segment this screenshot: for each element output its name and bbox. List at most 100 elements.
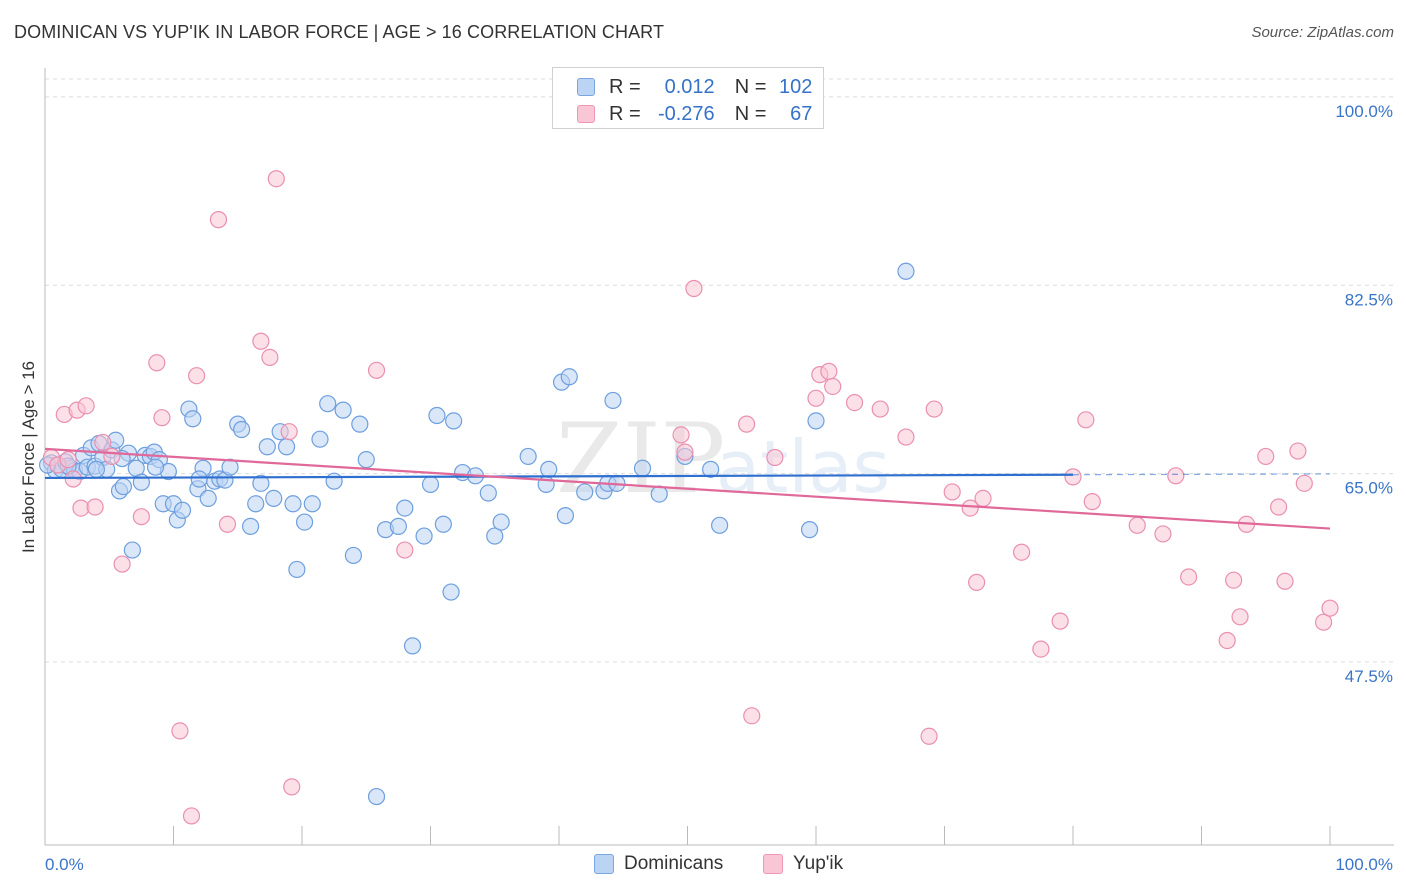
yupik-point[interactable] [113, 555, 131, 573]
dominicans-point[interactable] [114, 477, 132, 496]
dominicans-point[interactable] [344, 546, 362, 565]
yupik-point[interactable] [676, 443, 694, 461]
dominicans-point[interactable] [87, 460, 106, 478]
yupik-point[interactable] [845, 394, 864, 412]
dominicans-point[interactable] [415, 527, 433, 545]
dominicans-point[interactable] [396, 499, 414, 517]
dominicans-point[interactable] [633, 459, 652, 477]
yupik-point[interactable] [1257, 447, 1275, 466]
yupik-point[interactable] [261, 348, 279, 366]
dominicans-point[interactable] [403, 637, 422, 655]
dominicans-point[interactable] [702, 460, 720, 478]
dominicans-point[interactable] [303, 495, 321, 513]
yupik-point[interactable] [1225, 571, 1243, 589]
yupik-point[interactable] [1128, 516, 1146, 534]
yupik-point[interactable] [252, 332, 270, 350]
yupik-point[interactable] [871, 400, 889, 418]
yupik-point[interactable] [807, 389, 825, 407]
yupik-point[interactable] [1051, 612, 1069, 630]
dominicans-point[interactable] [258, 438, 276, 456]
yupik-point[interactable] [738, 415, 756, 433]
dominicans-point[interactable] [123, 541, 141, 559]
dominicans-point[interactable] [247, 495, 265, 513]
yupik-point[interactable] [1321, 599, 1339, 617]
dominicans-point[interactable] [800, 521, 819, 539]
dominicans-point[interactable] [445, 412, 463, 430]
yupik-point[interactable] [766, 448, 784, 467]
dominicans-point[interactable] [351, 415, 369, 433]
dominicans-point[interactable] [556, 507, 575, 525]
dominicans-point[interactable] [265, 489, 283, 508]
yupik-point[interactable] [1180, 568, 1198, 586]
yupik-point[interactable] [188, 367, 206, 385]
yupik-point[interactable] [1064, 468, 1082, 486]
yupik-point[interactable] [283, 778, 301, 796]
yupik-point[interactable] [396, 541, 414, 559]
yupik-point[interactable] [1154, 525, 1172, 543]
yupik-point[interactable] [1077, 411, 1095, 429]
dominicans-point[interactable] [486, 527, 504, 545]
dominicans-point[interactable] [711, 516, 729, 534]
yupik-point[interactable] [897, 428, 915, 446]
yupik-point[interactable] [1289, 442, 1307, 460]
yupik-point[interactable] [1276, 572, 1294, 590]
yupik-point[interactable] [1231, 608, 1249, 626]
dominicans-point[interactable] [428, 406, 446, 425]
dominicans-point[interactable] [199, 489, 217, 508]
yupik-point[interactable] [685, 279, 703, 298]
yupik-point[interactable] [153, 409, 171, 427]
dominicans-point[interactable] [604, 391, 622, 410]
yupik-point[interactable] [209, 211, 228, 229]
dominicans-point[interactable] [221, 458, 239, 476]
dominicans-point[interactable] [334, 401, 352, 419]
yupik-point[interactable] [218, 515, 237, 533]
yupik-point[interactable] [820, 362, 838, 380]
yupik-point[interactable] [1083, 493, 1101, 511]
yupik-point[interactable] [1295, 474, 1313, 492]
yupik-point[interactable] [367, 361, 386, 379]
dominicans-point[interactable] [576, 483, 594, 501]
dominicans-point[interactable] [367, 787, 386, 806]
yupik-point[interactable] [920, 727, 938, 745]
dominicans-point[interactable] [233, 420, 251, 439]
yupik-point[interactable] [171, 722, 189, 740]
dominicans-point[interactable] [479, 484, 497, 502]
dominicans-point[interactable] [319, 395, 337, 413]
dominicans-point[interactable] [184, 410, 202, 428]
dominicans-point[interactable] [519, 447, 537, 466]
yupik-point[interactable] [77, 397, 95, 415]
dominicans-point[interactable] [434, 515, 452, 533]
dominicans-point[interactable] [492, 513, 510, 531]
dominicans-point[interactable] [146, 458, 165, 476]
dominicans-point[interactable] [242, 517, 260, 535]
yupik-point[interactable] [59, 451, 77, 469]
yupik-point[interactable] [103, 447, 121, 466]
dominicans-point[interactable] [284, 495, 302, 513]
yupik-point[interactable] [86, 498, 104, 516]
dominicans-point[interactable] [389, 517, 407, 535]
dominicans-point[interactable] [252, 474, 270, 492]
yupik-point[interactable] [1012, 543, 1031, 561]
dominicans-point[interactable] [357, 451, 375, 469]
yupik-point[interactable] [148, 354, 166, 372]
legend-item-yupik[interactable]: Yup'ik [763, 852, 843, 876]
yupik-point[interactable] [94, 433, 112, 452]
yupik-point[interactable] [943, 483, 961, 501]
yupik-point[interactable] [1314, 613, 1333, 631]
yupik-point[interactable] [743, 707, 761, 725]
dominicans-point[interactable] [288, 560, 306, 579]
yupik-point[interactable] [1218, 631, 1236, 650]
yupik-point[interactable] [267, 170, 285, 188]
dominicans-point[interactable] [540, 460, 558, 478]
dominicans-point[interactable] [421, 475, 440, 494]
yupik-point[interactable] [974, 489, 992, 508]
dominicans-point[interactable] [311, 430, 329, 448]
dominicans-point[interactable] [560, 368, 578, 386]
yupik-point[interactable] [961, 499, 979, 517]
yupik-point[interactable] [132, 508, 150, 526]
yupik-point[interactable] [72, 499, 90, 517]
dominicans-point[interactable] [897, 262, 915, 280]
yupik-point[interactable] [280, 423, 298, 441]
dominicans-point[interactable] [650, 485, 668, 503]
yupik-point[interactable] [182, 807, 201, 825]
